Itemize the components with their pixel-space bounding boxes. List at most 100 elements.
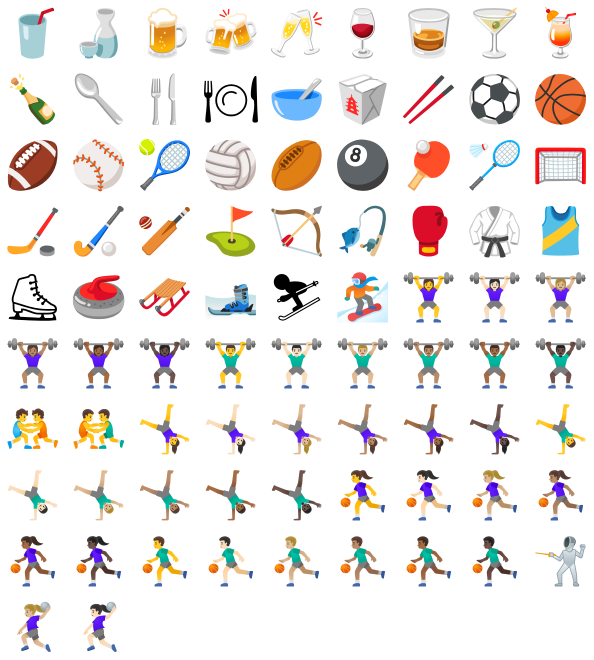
man-lifting-weights-medium-skin-icon: 🏋🏽‍♂️ (400, 336, 458, 390)
emoji-cell: ⛹️‍♀️ (330, 462, 396, 528)
emoji-cell: 🥄 (66, 66, 132, 132)
emoji-cell: 🤼 (0, 396, 66, 462)
emoji-cell: 🏓 (396, 132, 462, 198)
man-lifting-weights-medium-dark-skin-icon: 🏋🏾‍♂️ (466, 336, 524, 390)
emoji-cell: 🤺 (528, 528, 594, 594)
goal-net-icon: 🥅 (532, 138, 590, 192)
man-bouncing-ball-medium-skin-icon: ⛹🏽‍♂️ (334, 534, 392, 588)
man-lifting-weights-icon: 🏋️‍♂️ (202, 336, 260, 390)
woman-bouncing-ball-icon: ⛹️‍♀️ (334, 468, 392, 522)
curling-stone-icon: 🥌 (70, 270, 128, 324)
man-cartwheeling-light-skin-icon: 🤸🏻‍♂️ (4, 468, 62, 522)
boxing-glove-icon: 🥊 (400, 204, 458, 258)
emoji-cell: 🎣 (330, 198, 396, 264)
emoji-cell: 🏋🏽‍♂️ (396, 330, 462, 396)
woman-bouncing-ball-medium-skin-icon: ⛹🏽‍♀️ (532, 468, 590, 522)
emoji-cell: 🏋🏾‍♀️ (66, 330, 132, 396)
emoji-cell: ⛹🏼‍♂️ (264, 528, 330, 594)
badminton-icon: 🏸 (466, 138, 524, 192)
emoji-cell: 🍻 (198, 0, 264, 66)
emoji-cell: ⛹🏽‍♂️ (330, 528, 396, 594)
volleyball-icon: 🏐 (202, 138, 260, 192)
emoji-cell: 🎾 (132, 132, 198, 198)
snowboarder-icon: 🏂 (334, 270, 392, 324)
fork-and-knife-with-plate-icon: 🍽 (201, 72, 261, 126)
tennis-icon: 🎾 (136, 138, 194, 192)
woman-playing-handball-light-skin-icon: 🤾🏼‍♀️ (4, 600, 62, 654)
woman-lifting-weights-medium-light-skin-icon: 🏋🏼‍♀️ (532, 270, 590, 324)
emoji-cell: 🏏 (132, 198, 198, 264)
emoji-cell: 🍶 (66, 0, 132, 66)
emoji-cell: ⛳ (198, 198, 264, 264)
emoji-cell: 🤸‍♂️ (528, 396, 594, 462)
emoji-cell: 🎽 (528, 198, 594, 264)
emoji-cell: ⚽ (462, 66, 528, 132)
takeout-box-icon: 🥡 (334, 72, 392, 126)
emoji-cell: 🏉 (264, 132, 330, 198)
woman-cartwheeling-medium-skin-icon: 🤸🏽‍♀️ (334, 402, 392, 456)
emoji-cell: 🍸 (462, 0, 528, 66)
woman-cartwheeling-medium-light-skin-icon: 🤸🏼‍♀️ (268, 402, 326, 456)
soccer-ball-icon: ⚽ (466, 72, 524, 126)
field-hockey-icon: 🏑 (70, 204, 128, 258)
man-bouncing-ball-dark-skin-icon: ⛹🏿‍♂️ (466, 534, 524, 588)
baseball-icon: ⚾ (70, 138, 128, 192)
emoji-cell: 🏋🏾‍♂️ (462, 330, 528, 396)
emoji-cell: ⛹🏾‍♀️ (0, 528, 66, 594)
emoji-cell: 🥊 (396, 198, 462, 264)
emoji-cell: 🤼‍♂️ (66, 396, 132, 462)
fork-and-knife-icon: 🍴 (136, 72, 194, 126)
beer-mug-icon: 🍺 (136, 6, 194, 60)
wine-glass-icon: 🍷 (334, 6, 392, 60)
spoon-icon: 🥄 (70, 72, 128, 126)
basketball-icon: 🏀 (532, 72, 590, 126)
emoji-cell: 🥋 (462, 198, 528, 264)
cricket-game-icon: 🏏 (136, 204, 194, 258)
emoji-cell: ⛷ (264, 264, 330, 330)
man-lifting-weights-medium-light-skin-icon: 🏋🏼‍♂️ (334, 336, 392, 390)
clinking-glasses-icon: 🥂 (268, 6, 326, 60)
person-fencing-icon: 🤺 (532, 534, 590, 588)
emoji-cell: 🏋🏿‍♂️ (528, 330, 594, 396)
emoji-cell: 🍽 (198, 66, 264, 132)
emoji-cell: 🍺 (132, 0, 198, 66)
emoji-cell: 🎱 (330, 132, 396, 198)
people-wrestling-icon: 🤼 (4, 402, 62, 456)
emoji-cell: ⛹🏿‍♀️ (66, 528, 132, 594)
man-bouncing-ball-medium-light-skin-icon: ⛹🏼‍♂️ (268, 534, 326, 588)
emoji-cell: 🏒 (0, 198, 66, 264)
woman-cartwheeling-icon: 🤸‍♀️ (136, 402, 194, 456)
emoji-cell: 🤾🏻‍♀️ (66, 594, 132, 660)
man-lifting-weights-light-skin-icon: 🏋🏻‍♂️ (268, 336, 326, 390)
woman-playing-handball-medium-light-skin-icon: 🤾🏻‍♀️ (70, 600, 128, 654)
tumbler-glass-with-straw-icon: 🥤 (4, 6, 62, 60)
emoji-cell: 🍷 (330, 0, 396, 66)
emoji-cell: 🥢 (396, 66, 462, 132)
woman-cartwheeling-medium-dark-skin-icon: 🤸🏾‍♀️ (400, 402, 458, 456)
ping-pong-icon: 🏓 (400, 138, 458, 192)
emoji-cell: 🤸🏻‍♀️ (198, 396, 264, 462)
woman-bouncing-ball-dark-skin-icon: ⛹🏿‍♀️ (70, 534, 128, 588)
tumbler-glass-icon: 🥃 (400, 6, 458, 60)
sake-icon: 🍶 (70, 6, 128, 60)
emoji-cell: 🥡 (330, 66, 396, 132)
woman-lifting-weights-medium-skin-icon: 🏋🏽‍♀️ (4, 336, 62, 390)
emoji-cell: 🏂 (330, 264, 396, 330)
emoji-cell: 🤸🏼‍♀️ (264, 396, 330, 462)
emoji-cell: 🤸🏻‍♂️ (0, 462, 66, 528)
emoji-cell: 🍹 (528, 0, 594, 66)
emoji-cell: ⛹️‍♂️ (132, 528, 198, 594)
emoji-cell: 🛷 (132, 264, 198, 330)
emoji-cell: 🎿 (198, 264, 264, 330)
emoji-cell: ⛹🏻‍♀️ (396, 462, 462, 528)
emoji-cell: 🤸🏿‍♂️ (264, 462, 330, 528)
woman-lifting-weights-dark-skin-icon: 🏋🏿‍♀️ (136, 336, 194, 390)
emoji-cell: 🏀 (528, 66, 594, 132)
emoji-cell: 🏸 (462, 132, 528, 198)
emoji-cell: 🤸🏽‍♀️ (330, 396, 396, 462)
man-cartwheeling-medium-skin-icon: 🤸🏽‍♂️ (136, 468, 194, 522)
man-cartwheeling-icon: 🤸‍♂️ (532, 402, 590, 456)
emoji-cell: ⛹🏿‍♂️ (462, 528, 528, 594)
woman-bouncing-ball-light-skin-icon: ⛹🏻‍♀️ (400, 468, 458, 522)
emoji-cell: 🥌 (66, 264, 132, 330)
